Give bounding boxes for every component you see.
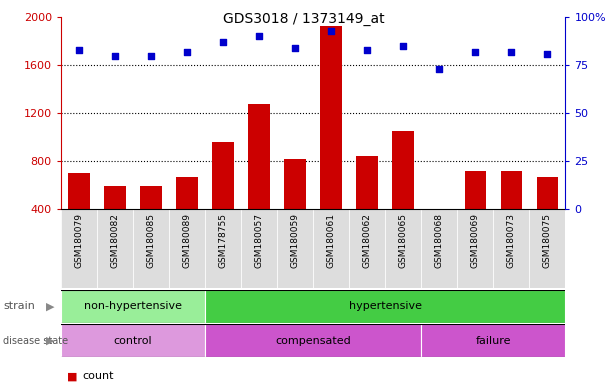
Bar (530, 209, 565, 288)
Text: GSM180057: GSM180057 (255, 213, 263, 268)
Bar (205, 324, 421, 357)
Bar (385, 209, 421, 288)
Bar (457, 209, 493, 288)
Bar (61, 324, 205, 357)
Bar (320, 26, 342, 257)
Text: GSM180073: GSM180073 (507, 213, 516, 268)
Text: GSM178755: GSM178755 (218, 213, 227, 268)
Text: GSM180069: GSM180069 (471, 213, 480, 268)
Bar (500, 171, 522, 257)
Text: GSM180089: GSM180089 (182, 213, 192, 268)
Text: strain: strain (3, 301, 35, 311)
Point (435, 66, 444, 72)
Point (326, 28, 336, 34)
Bar (285, 159, 306, 257)
Bar (241, 209, 277, 288)
Text: hypertensive: hypertensive (349, 301, 422, 311)
Text: GSM180079: GSM180079 (74, 213, 83, 268)
Bar (493, 209, 530, 288)
Text: GSM180075: GSM180075 (543, 213, 552, 268)
Text: GSM180062: GSM180062 (363, 213, 371, 268)
Point (471, 49, 480, 55)
Text: GSM180068: GSM180068 (435, 213, 444, 268)
Bar (356, 157, 378, 257)
Point (218, 39, 228, 45)
Bar (97, 209, 133, 288)
Text: non-hypertensive: non-hypertensive (84, 301, 182, 311)
Text: failure: failure (475, 336, 511, 346)
Point (290, 45, 300, 51)
Text: compensated: compensated (275, 336, 351, 346)
Bar (68, 173, 89, 257)
Text: GSM180085: GSM180085 (147, 213, 156, 268)
Bar (140, 187, 162, 257)
Text: ▶: ▶ (46, 301, 54, 311)
Point (254, 33, 264, 40)
Text: control: control (114, 336, 152, 346)
Bar (169, 209, 205, 288)
Text: GDS3018 / 1373149_at: GDS3018 / 1373149_at (223, 12, 385, 25)
Bar (133, 209, 169, 288)
Bar (277, 209, 313, 288)
Point (506, 49, 516, 55)
Bar (176, 177, 198, 257)
Point (398, 43, 408, 49)
Bar (104, 187, 126, 257)
Bar (205, 290, 565, 323)
Text: ▶: ▶ (46, 336, 54, 346)
Bar (349, 209, 385, 288)
Bar (429, 212, 450, 257)
Bar (392, 131, 414, 257)
Text: GSM180061: GSM180061 (326, 213, 336, 268)
Bar (421, 324, 565, 357)
Bar (421, 209, 457, 288)
Bar (313, 209, 349, 288)
Text: GSM180059: GSM180059 (291, 213, 300, 268)
Bar (537, 177, 558, 257)
Bar (61, 209, 97, 288)
Bar (205, 209, 241, 288)
Bar (61, 290, 205, 323)
Point (146, 53, 156, 59)
Text: GSM180082: GSM180082 (111, 213, 119, 268)
Text: GSM180065: GSM180065 (399, 213, 408, 268)
Bar (248, 104, 270, 257)
Point (542, 51, 552, 57)
Text: ■: ■ (67, 371, 77, 381)
Bar (465, 171, 486, 257)
Point (362, 47, 372, 53)
Text: disease state: disease state (3, 336, 68, 346)
Point (182, 49, 192, 55)
Point (110, 53, 120, 59)
Text: count: count (82, 371, 114, 381)
Bar (212, 142, 234, 257)
Point (74, 47, 84, 53)
